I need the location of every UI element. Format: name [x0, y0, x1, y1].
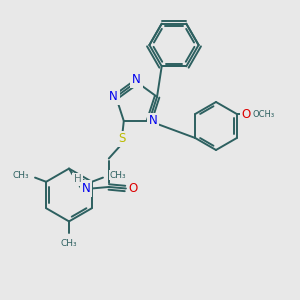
Text: O: O	[128, 182, 137, 195]
Text: N: N	[82, 182, 91, 195]
Text: O: O	[241, 107, 250, 121]
Text: CH₃: CH₃	[12, 171, 29, 180]
Text: CH₃: CH₃	[109, 171, 126, 180]
Text: S: S	[118, 133, 126, 146]
Text: CH₃: CH₃	[61, 239, 77, 248]
Text: H: H	[74, 175, 82, 184]
Text: N: N	[109, 90, 118, 103]
Text: N: N	[148, 115, 157, 128]
Text: OCH₃: OCH₃	[252, 110, 274, 118]
Text: N: N	[132, 73, 141, 86]
